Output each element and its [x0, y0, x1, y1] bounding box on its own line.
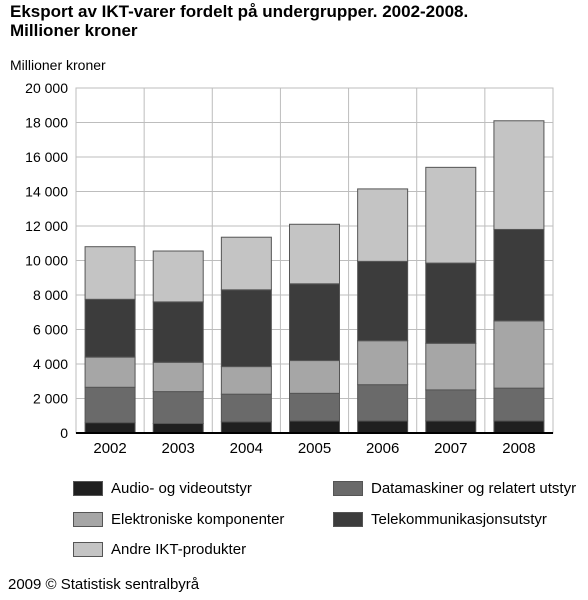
y-axis-label: Millioner kroner [10, 57, 106, 73]
bar-segment [289, 392, 340, 422]
chart-plot: Millioner kroner 0 2 000 4 000 6 000 8 000 10… [10, 57, 554, 457]
bar-segment [493, 320, 545, 389]
bar-segment [220, 421, 272, 434]
x-tick-label: 2006 [366, 440, 399, 457]
bar-segment [84, 246, 136, 300]
y-tick-label: 14 000 [25, 184, 68, 200]
bar-segment [357, 384, 409, 422]
bar-segment [84, 386, 136, 424]
legend-label: Datamaskiner og relatert utstyr [371, 480, 577, 497]
legend-swatch [73, 512, 103, 527]
bar-segment [84, 356, 136, 388]
legend-swatch [333, 512, 363, 527]
bar-segment [152, 250, 204, 303]
bar-segment [152, 301, 204, 363]
y-tick-label: 20 000 [25, 80, 68, 96]
legend-swatch [73, 542, 103, 557]
bar-segment [493, 387, 545, 422]
bar-segment [152, 391, 204, 425]
y-tick-label: 8 000 [33, 287, 68, 303]
legend-swatch [333, 481, 363, 496]
y-tick-label: 10 000 [25, 253, 68, 269]
legend-label: Elektroniske komponenter [111, 511, 285, 528]
bar-segment [357, 260, 409, 342]
legend-label: Audio- og videoutstyr [111, 480, 252, 497]
bar-segment [493, 120, 545, 230]
x-tick-label: 2004 [230, 440, 263, 457]
x-tick-label: 2002 [93, 440, 126, 457]
bar-segment [220, 236, 272, 291]
chart-title-line-2: Millioner kroner [10, 21, 138, 40]
y-tick-label: 16 000 [25, 149, 68, 165]
bar-segment [425, 342, 477, 391]
bar-segment [493, 420, 545, 434]
legend-swatch [73, 481, 103, 496]
legend-item: Elektroniske komponenter [73, 511, 284, 528]
bar-segment [152, 423, 204, 434]
bar-segment [425, 389, 477, 422]
chart-title-line-1: Eksport av IKT-varer fordelt på undergru… [10, 2, 469, 21]
legend-item: Andre IKT-produkter [73, 541, 246, 558]
axis-layer: 0 2 000 4 000 6 000 8 000 10 000 12 000 14 000 1… [25, 80, 553, 457]
bar-segment [425, 420, 477, 434]
bar-segment [289, 223, 340, 285]
legend-item: Audio- og videoutstyr [73, 480, 252, 497]
legend-item: Telekommunikasjonsutstyr [333, 511, 547, 528]
x-tick-label: 2007 [434, 440, 467, 457]
y-tick-label: 0 [60, 425, 68, 441]
bar-segment [425, 262, 477, 344]
x-tick-label: 2003 [162, 440, 195, 457]
chart-title: Eksport av IKT-varer fordelt på undergru… [10, 2, 580, 40]
bar-segment [357, 420, 409, 434]
y-tick-label: 2 000 [33, 391, 68, 407]
copyright-footer: 2009 © Statistisk sentralbyrå [8, 576, 200, 593]
x-tick-label: 2008 [502, 440, 535, 457]
bar-segment [289, 420, 340, 434]
bar-segment [425, 166, 477, 264]
bar-segment [357, 188, 409, 262]
legend-item: Datamaskiner og relatert utstyr [333, 480, 576, 497]
y-tick-label: 6 000 [33, 322, 68, 338]
bar-segment [84, 298, 136, 358]
legend-label: Telekommunikasjonsutstyr [371, 511, 547, 528]
bar-segment [220, 289, 272, 368]
bar-segment [357, 340, 409, 386]
y-tick-label: 4 000 [33, 356, 68, 372]
bar-layer [84, 120, 545, 434]
bar-segment [220, 393, 272, 423]
x-tick-label: 2005 [298, 440, 331, 457]
bar-segment [220, 366, 272, 395]
y-tick-label: 12 000 [25, 218, 68, 234]
bar-segment [289, 360, 340, 394]
y-tick-label: 18 000 [25, 115, 68, 131]
bar-segment [289, 283, 340, 362]
bar-segment [84, 422, 136, 434]
bar-segment [493, 228, 545, 322]
legend-label: Andre IKT-produkter [111, 541, 247, 558]
chart-legend: Audio- og videoutstyr Datamaskiner og rel… [65, 461, 588, 573]
bar-segment [152, 361, 204, 393]
